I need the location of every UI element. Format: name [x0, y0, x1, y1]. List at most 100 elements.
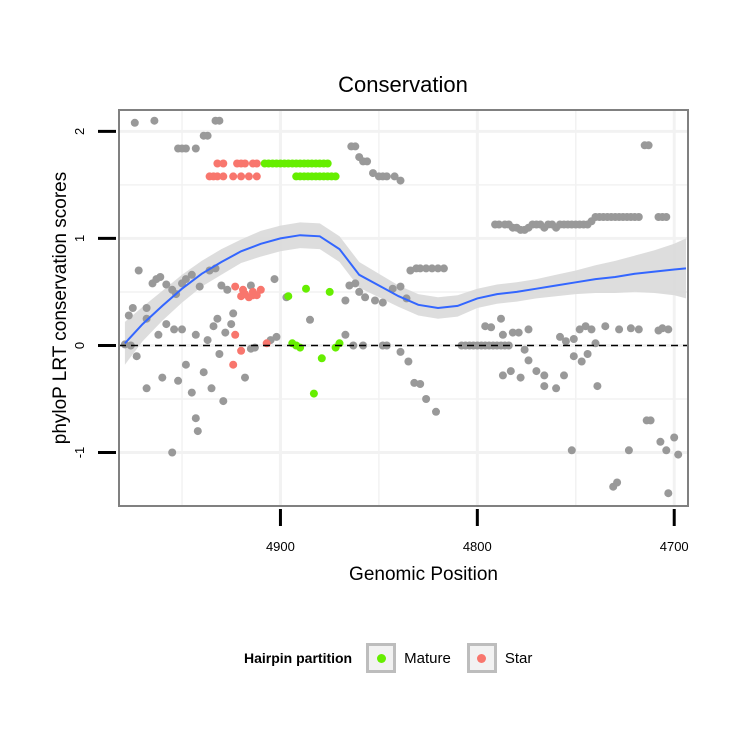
plot-panel-border	[118, 109, 689, 507]
data-point-other	[181, 275, 190, 284]
data-point-other	[416, 264, 425, 273]
data-point-star	[237, 172, 246, 181]
data-point-other	[191, 144, 200, 153]
data-point-other	[158, 373, 167, 382]
data-point-other	[581, 322, 590, 331]
legend-key-star	[466, 643, 497, 673]
data-point-other	[361, 293, 370, 302]
data-point-other	[662, 213, 671, 221]
data-point-other	[497, 314, 505, 323]
data-point-other	[270, 275, 279, 284]
legend-label-star: Star	[504, 649, 533, 667]
data-point-other	[132, 352, 141, 361]
chart-legend: Hairpin partition Mature Star	[244, 640, 540, 676]
x-tick-label: 4700	[660, 539, 689, 554]
x-tick-label: 4900	[266, 539, 295, 554]
data-point-other	[156, 273, 165, 281]
data-point-other	[396, 282, 405, 291]
data-point-other	[416, 380, 425, 388]
data-point-other	[378, 298, 387, 307]
data-point-other	[626, 324, 635, 333]
data-point-other	[124, 311, 133, 320]
data-point-star	[213, 172, 222, 181]
data-point-other	[428, 264, 436, 273]
legend-label-mature: Mature	[404, 649, 451, 667]
y-tick-label: 2	[72, 128, 87, 135]
data-point-other	[142, 384, 151, 393]
data-point-other	[191, 414, 200, 423]
data-point-star	[231, 330, 240, 339]
data-point-other	[432, 407, 440, 416]
data-point-mature	[302, 284, 310, 293]
data-point-other	[191, 330, 200, 339]
data-point-other	[219, 397, 228, 406]
data-point-other	[241, 373, 249, 382]
data-point-star	[219, 172, 228, 181]
data-point-other	[434, 264, 442, 273]
data-point-star	[229, 360, 238, 369]
data-point-other	[154, 330, 163, 339]
data-point-other	[656, 437, 665, 446]
data-point-other	[227, 320, 236, 329]
data-point-other	[341, 330, 350, 339]
data-point-other	[404, 357, 413, 366]
data-point-other	[439, 264, 448, 273]
smooth-confidence-ribbon	[124, 222, 686, 365]
data-point-other	[644, 141, 653, 150]
data-point-other	[524, 325, 533, 334]
data-point-star	[237, 346, 246, 355]
data-point-star	[241, 290, 249, 299]
data-point-other	[168, 448, 177, 457]
data-point-other	[363, 157, 372, 166]
data-point-other	[664, 489, 673, 498]
data-point-other	[181, 144, 190, 153]
data-point-other	[583, 350, 592, 358]
data-point-other	[577, 357, 586, 366]
data-point-other	[495, 220, 503, 229]
data-point-other	[664, 325, 673, 334]
legend-key-mature	[366, 643, 397, 673]
data-point-other	[246, 281, 255, 290]
data-point-star	[256, 285, 265, 294]
data-point-other	[520, 345, 529, 354]
data-point-other	[569, 335, 578, 343]
data-point-other	[150, 116, 159, 125]
data-point-star	[252, 172, 261, 181]
data-point-other	[516, 373, 525, 382]
data-point-other	[506, 367, 515, 376]
data-point-mature	[323, 159, 332, 168]
data-point-other	[209, 322, 218, 331]
data-point-other	[187, 388, 196, 397]
data-point-other	[162, 280, 171, 289]
data-point-other	[561, 337, 570, 346]
y-tick-label: -1	[72, 447, 87, 459]
data-point-other	[203, 336, 212, 345]
data-point-other	[199, 368, 208, 377]
data-point-star	[244, 172, 253, 181]
data-point-other	[369, 169, 377, 178]
data-point-other	[126, 341, 135, 350]
data-point-other	[587, 325, 596, 334]
data-point-other	[229, 309, 238, 318]
data-point-mature	[317, 354, 326, 363]
data-point-other	[422, 264, 431, 273]
data-point-other	[646, 416, 655, 425]
data-point-other	[569, 352, 578, 361]
data-point-other	[128, 304, 137, 312]
y-tick-label: 0	[72, 342, 87, 349]
data-point-other	[487, 323, 496, 332]
legend-swatch-star	[477, 653, 487, 663]
data-point-other	[560, 371, 568, 380]
data-point-other	[532, 367, 541, 376]
data-point-other	[390, 172, 399, 181]
data-point-other	[134, 266, 143, 275]
data-point-mature	[331, 172, 340, 181]
data-point-other	[142, 314, 151, 323]
data-point-other	[567, 446, 576, 455]
data-point-other	[215, 350, 224, 358]
data-point-other	[634, 213, 643, 221]
data-point-other	[223, 285, 232, 294]
data-point-other	[207, 384, 216, 393]
data-point-other	[388, 284, 397, 293]
